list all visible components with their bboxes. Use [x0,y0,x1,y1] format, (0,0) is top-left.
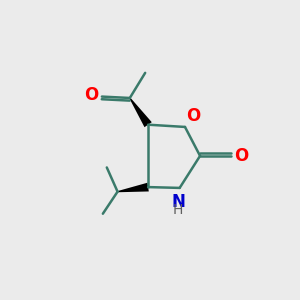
Text: O: O [235,147,249,165]
Text: N: N [171,193,185,211]
Text: O: O [84,86,98,104]
Polygon shape [129,98,152,127]
Text: O: O [187,106,201,124]
Polygon shape [118,183,149,192]
Text: H: H [173,203,183,217]
